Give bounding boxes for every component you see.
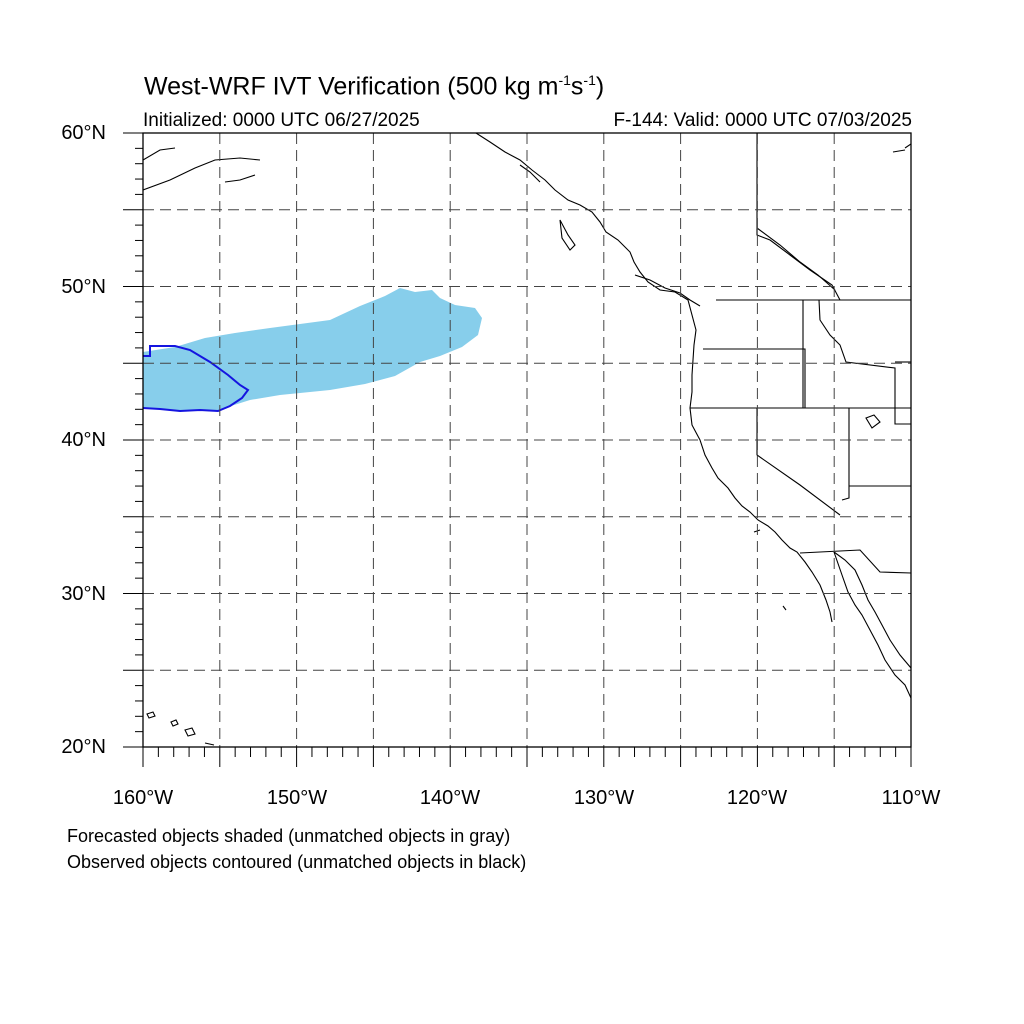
gridlines	[143, 133, 911, 747]
forecast-legend-note: Forecasted objects shaded (unmatched obj…	[67, 826, 511, 846]
lon-label: 120°W	[727, 787, 787, 809]
lon-label: 150°W	[267, 787, 327, 809]
lon-labels: 160°W 150°W 140°W 130°W 120°W 110°W	[113, 787, 941, 809]
coastlines	[143, 133, 911, 746]
lat-labels: 20°N 30°N 40°N 50°N 60°N	[61, 122, 106, 758]
forecast-ivt-object	[143, 288, 482, 411]
lat-label: 40°N	[61, 429, 106, 451]
map-frame	[142, 132, 912, 748]
axis-ticks	[123, 132, 912, 767]
observed-legend-note: Observed objects contoured (unmatched ob…	[67, 852, 527, 872]
lon-label: 130°W	[574, 787, 634, 809]
lat-label: 60°N	[61, 122, 106, 144]
lat-label: 20°N	[61, 736, 106, 758]
figure-title: West-WRF IVT Verification (500 kg m-1s-1…	[144, 72, 605, 101]
valid-time-label: F-144: Valid: 0000 UTC 07/03/2025	[613, 110, 912, 131]
lat-label: 30°N	[61, 583, 106, 605]
lon-label: 110°W	[882, 787, 941, 809]
observed-ivt-contour	[143, 345, 250, 413]
lat-label: 50°N	[61, 276, 106, 298]
init-time-label: Initialized: 0000 UTC 06/27/2025	[143, 110, 420, 131]
lon-label: 160°W	[113, 787, 173, 809]
lon-label: 140°W	[420, 787, 480, 809]
